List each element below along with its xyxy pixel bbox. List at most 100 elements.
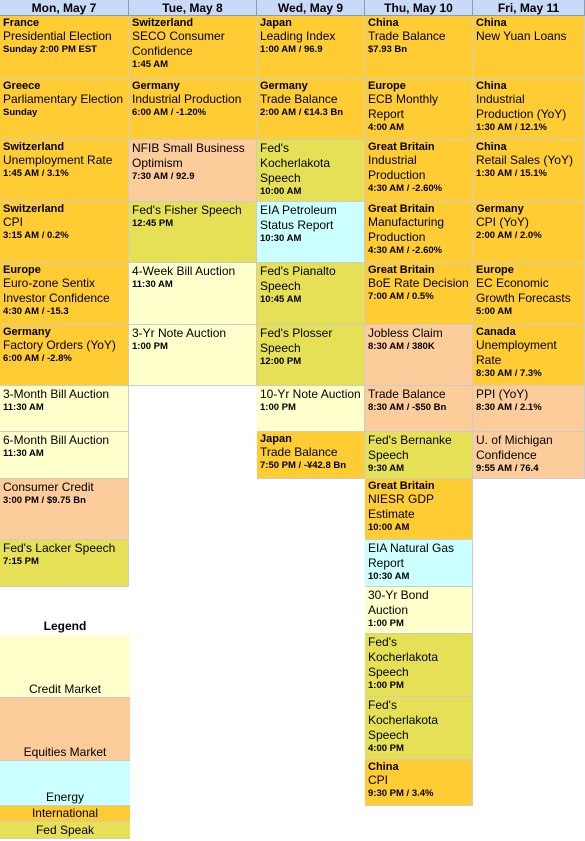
event-cell[interactable]: 30-Yr Bond Auction 1:00 PM (365, 587, 473, 634)
event-cell[interactable]: 3-Month Bill Auction 11:30 AM (0, 386, 129, 432)
event-cell[interactable]: Germany Factory Orders (YoY) 6:00 AM / -2.… (0, 325, 129, 386)
event-cell[interactable]: Fed's Pianalto Speech 10:45 AM (257, 263, 365, 325)
event-cell[interactable]: Germany CPI (YoY) 2:00 AM / 2.0% (473, 202, 585, 263)
event-cell[interactable]: 4-Week Bill Auction 11:30 AM (129, 263, 257, 325)
event-cell[interactable]: EIA Petroleum Status Report 10:30 AM (257, 202, 365, 263)
event-cell[interactable]: Fed's Plosser Speech 12:00 PM (257, 325, 365, 386)
event-detail: 1:30 AM / 15.1% (476, 168, 547, 179)
event-title: Fed's Pianalto Speech (260, 264, 336, 293)
day-header: Mon, May 7 (0, 0, 129, 16)
event-detail: 8:30 AM / 2.1% (476, 402, 542, 413)
event-title: NIESR GDP Estimate (368, 492, 434, 521)
legend-item-credit: Credit Market (0, 635, 130, 698)
event-cell[interactable]: France Presidential Election Sunday 2:00 P… (0, 16, 129, 79)
event-cell[interactable]: Fed's Kocherlakota Speech 4:00 PM (365, 697, 473, 760)
event-detail: 7:00 AM / 0.5% (368, 291, 434, 302)
event-detail: 1:45 AM (132, 59, 169, 70)
event-cell[interactable]: Great Britain NIESR GDP Estimate 10:00 AM (365, 479, 473, 540)
event-cell[interactable]: Fed's Fisher Speech 12:45 PM (129, 202, 257, 263)
event-country: Europe (3, 264, 41, 276)
event-cell[interactable]: Jobless Claim 8:30 AM / 380K (365, 325, 473, 386)
event-detail: Sunday 2:00 PM EST (3, 44, 97, 55)
event-detail: 9:30 PM / 3.4% (368, 788, 434, 799)
event-cell[interactable]: China CPI 9:30 PM / 3.4% (365, 760, 473, 806)
event-cell[interactable]: Great Britain Industrial Production 4:30 A… (365, 140, 473, 202)
event-cell[interactable]: Fed's Kocherlakota Speech 10:00 AM (257, 140, 365, 202)
event-cell[interactable]: PPI (YoY) 8:30 AM / 2.1% (473, 386, 585, 432)
event-cell[interactable]: Europe EC Economic Growth Forecasts 5:00 A… (473, 263, 585, 325)
event-cell[interactable]: Germany Industrial Production 6:00 AM / -1… (129, 79, 257, 140)
event-title: Industrial Production (YoY) (476, 92, 567, 121)
event-cell[interactable]: Switzerland CPI 3:15 AM / 0.2% (0, 202, 129, 263)
event-title: Unemployment Rate (3, 153, 113, 167)
event-cell[interactable]: Great Britain BoE Rate Decision 7:00 AM / … (365, 263, 473, 325)
event-detail: 1:45 AM / 3.1% (3, 168, 69, 179)
event-title: BoE Rate Decision (368, 276, 469, 290)
event-cell[interactable]: Japan Trade Balance 7:50 PM / -¥42.8 Bn (257, 432, 365, 479)
event-title: 4-Week Bill Auction (132, 264, 236, 278)
event-detail: Sunday (3, 107, 38, 118)
event-title: EIA Petroleum Status Report (260, 203, 337, 232)
event-cell[interactable]: Switzerland SECO Consumer Confidence 1:45 … (129, 16, 257, 79)
event-detail: 11:30 AM (3, 402, 44, 413)
event-cell[interactable]: China New Yuan Loans (473, 16, 585, 79)
event-detail: 9:30 AM (368, 463, 405, 474)
event-title: Fed's Kocherlakota Speech (368, 698, 439, 742)
event-detail: 6:00 AM / -2.8% (3, 353, 72, 364)
event-cell[interactable]: Japan Leading Index 1:00 AM / 96.9 (257, 16, 365, 79)
event-cell[interactable]: NFIB Small Business Optimism 7:30 AM / 92… (129, 140, 257, 202)
event-title: Manufacturing Production (368, 215, 445, 244)
event-detail: 4:30 AM / -15.3 (3, 306, 69, 317)
event-cell[interactable]: Consumer Credit 3:00 PM / $9.75 Bn (0, 479, 129, 540)
event-cell[interactable]: Europe ECB Monthly Report 4:00 AM (365, 79, 473, 140)
event-cell[interactable]: China Retail Sales (YoY) 1:30 AM / 15.1% (473, 140, 585, 202)
event-cell[interactable]: Great Britain Manufacturing Production 4:3… (365, 202, 473, 263)
event-cell[interactable]: China Industrial Production (YoY) 1:30 AM … (473, 79, 585, 140)
event-title: Fed's Fisher Speech (132, 203, 242, 217)
event-cell[interactable]: 3-Yr Note Auction 1:00 PM (129, 325, 257, 386)
event-detail: 10:30 AM (368, 571, 410, 582)
event-detail: 7:50 PM / -¥42.8 Bn (260, 460, 347, 471)
event-cell[interactable]: 10-Yr Note Auction 1:00 PM (257, 386, 365, 432)
event-detail: 6:00 AM / -1.20% (132, 107, 207, 118)
event-title: Euro-zone Sentix Investor Confidence (3, 276, 110, 305)
event-country: Switzerland (132, 17, 194, 29)
event-title: Fed's Bernanke Speech (368, 433, 452, 462)
event-cell[interactable]: Europe Euro-zone Sentix Investor Confiden… (0, 263, 129, 325)
event-country: Canada (476, 326, 516, 338)
event-cell[interactable]: China Trade Balance $7.93 Bn (365, 16, 473, 79)
event-title: EIA Natural Gas Report (368, 541, 455, 570)
event-detail: 5:00 AM (476, 306, 513, 317)
event-detail: 10:45 AM (260, 294, 302, 305)
event-country: Europe (368, 80, 406, 92)
event-cell[interactable]: Fed's Kocherlakota Speech 1:00 PM (365, 634, 473, 697)
event-cell[interactable]: Switzerland Unemployment Rate 1:45 AM / 3.… (0, 140, 129, 202)
event-country: China (476, 141, 507, 153)
event-title: 6-Month Bill Auction (3, 433, 110, 447)
event-title: Jobless Claim (368, 326, 443, 340)
event-detail: 11:30 AM (132, 279, 173, 290)
event-title: Trade Balance (368, 29, 446, 43)
event-title: NFIB Small Business Optimism (132, 141, 245, 170)
event-country: Switzerland (3, 141, 65, 153)
event-title: Parliamentary Election (3, 92, 124, 106)
event-country: Japan (260, 433, 292, 445)
event-cell[interactable]: Canada Unemployment Rate 8:30 AM / 7.3% (473, 325, 585, 386)
event-cell[interactable]: 6-Month Bill Auction 11:30 AM (0, 432, 129, 479)
event-country: Germany (260, 80, 308, 92)
event-country: Great Britain (368, 141, 435, 153)
event-cell[interactable]: Fed's Bernanke Speech 9:30 AM (365, 432, 473, 479)
event-cell[interactable]: Fed's Lacker Speech 7:15 PM (0, 540, 129, 587)
event-detail: 4:30 AM / -2.60% (368, 245, 443, 256)
event-title: Trade Balance (260, 445, 338, 459)
event-cell[interactable]: EIA Natural Gas Report 10:30 AM (365, 540, 473, 587)
legend-item-fed: Fed Speak (0, 822, 130, 839)
event-title: Trade Balance (260, 92, 338, 106)
event-country: Switzerland (3, 203, 65, 215)
event-cell[interactable]: U. of Michigan Confidence 9:55 AM / 76.4 (473, 432, 585, 479)
event-country: China (476, 80, 507, 92)
event-cell[interactable]: Greece Parliamentary Election Sunday (0, 79, 129, 140)
event-cell[interactable]: Germany Trade Balance 2:00 AM / €14.3 Bn (257, 79, 365, 140)
event-cell[interactable]: Trade Balance 8:30 AM / -$50 Bn (365, 386, 473, 432)
event-detail: 9:55 AM / 76.4 (476, 463, 539, 474)
